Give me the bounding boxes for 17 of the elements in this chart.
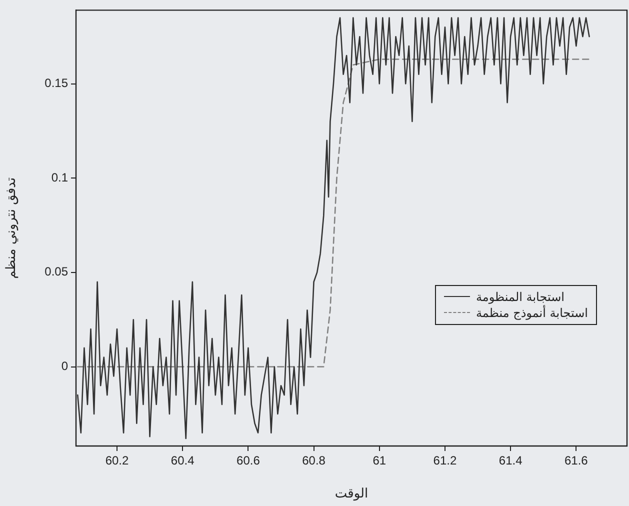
x-tick-label: 61.2 [433,454,457,468]
x-tick-label: 60.6 [236,454,260,468]
y-tick-label: 0.1 [51,170,68,184]
x-tick-label: 61.4 [498,454,523,468]
x-tick-label: 61 [372,454,386,468]
y-tick-label: 0 [61,359,68,374]
x-axis-title: الوقت [334,486,368,502]
x-tick-label: 60.4 [170,454,195,468]
legend-label: استجابة أنموذج منظمة [476,304,588,321]
line-series [76,58,590,368]
x-tick-label: 60.8 [302,454,326,468]
legend-label: استجابة المنظومة [476,288,564,305]
x-tick-label: 60.2 [105,454,129,468]
y-tick-label: 0.15 [44,76,68,90]
y-axis-title: تدفق نتروني منظم [4,177,20,279]
x-tick-label: 61.6 [564,454,588,468]
y-tick-label: 0.05 [44,264,68,279]
